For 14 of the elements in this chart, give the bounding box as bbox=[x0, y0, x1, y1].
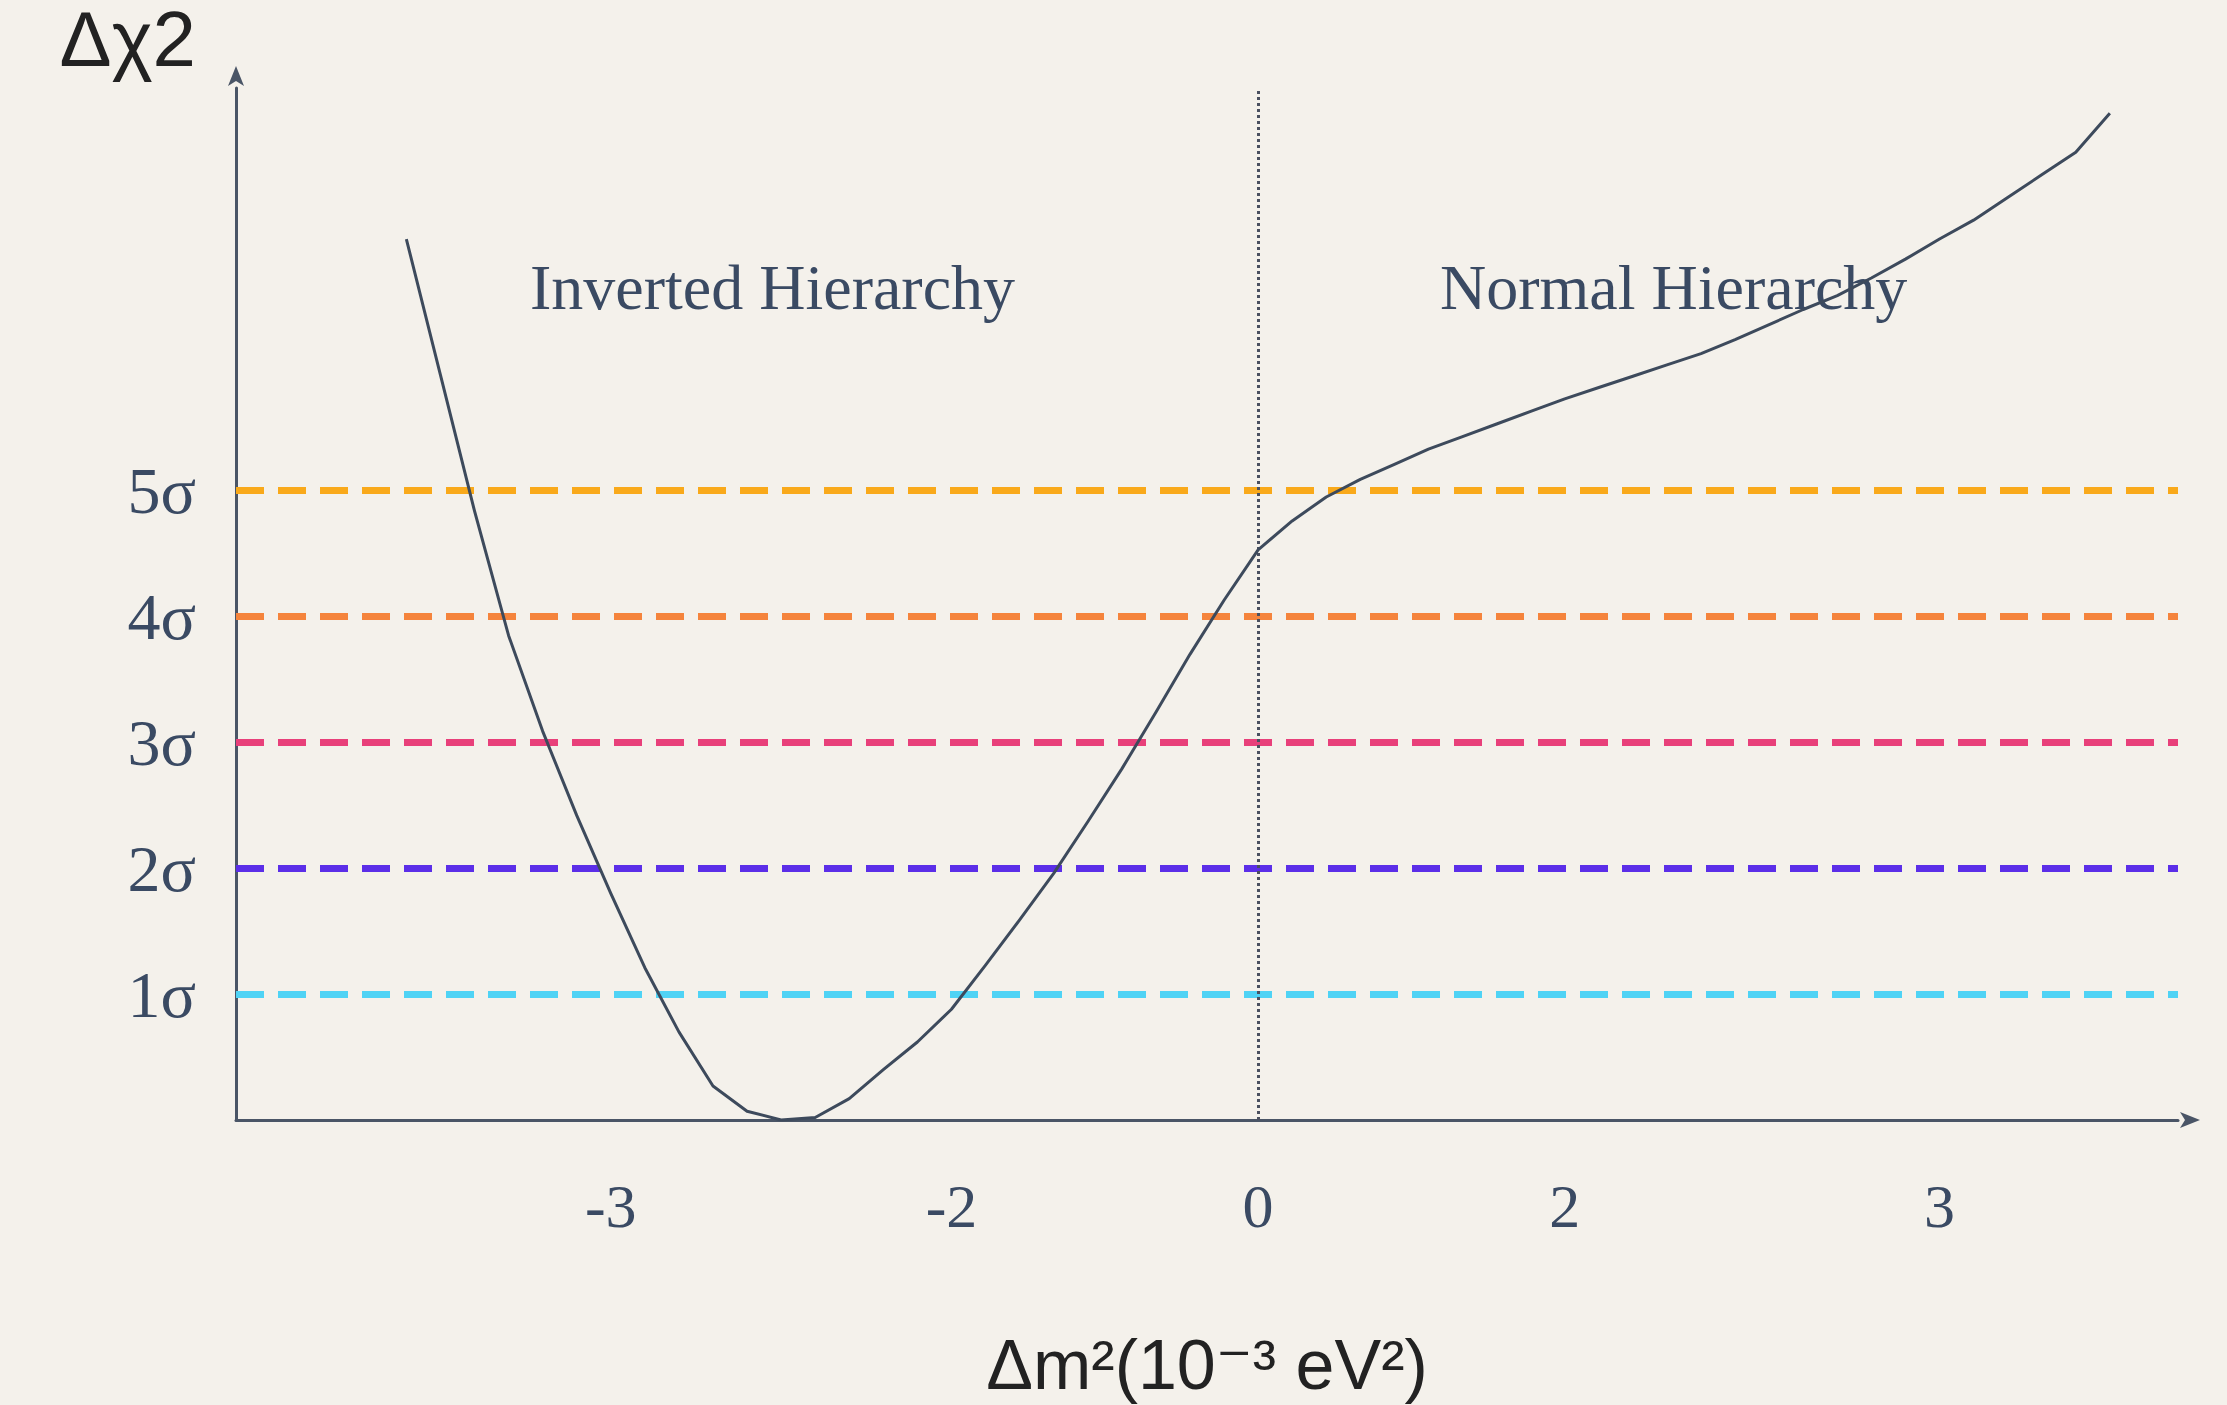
x-tick-label: -3 bbox=[584, 1172, 637, 1240]
x-axis-title: Δm²(10⁻³ eV²) bbox=[986, 1326, 1428, 1404]
line-series bbox=[404, 111, 2112, 1122]
x-tick-label: 0 bbox=[1242, 1172, 1274, 1240]
y-tick-label: 4σ bbox=[127, 580, 196, 654]
y-tick-label: 3σ bbox=[127, 705, 196, 779]
x-tick-label: 3 bbox=[1924, 1172, 1956, 1240]
annotation: Inverted Hierarchy bbox=[530, 251, 1016, 323]
y-tick-label: 1σ bbox=[127, 957, 196, 1031]
x-tick-label: 2 bbox=[1549, 1172, 1581, 1240]
y-axis-title: Δχ2 bbox=[59, 0, 196, 83]
y-tick-label: 5σ bbox=[127, 454, 196, 528]
x-tick-label: -2 bbox=[925, 1172, 978, 1240]
y-tick-label: 2σ bbox=[127, 831, 196, 905]
